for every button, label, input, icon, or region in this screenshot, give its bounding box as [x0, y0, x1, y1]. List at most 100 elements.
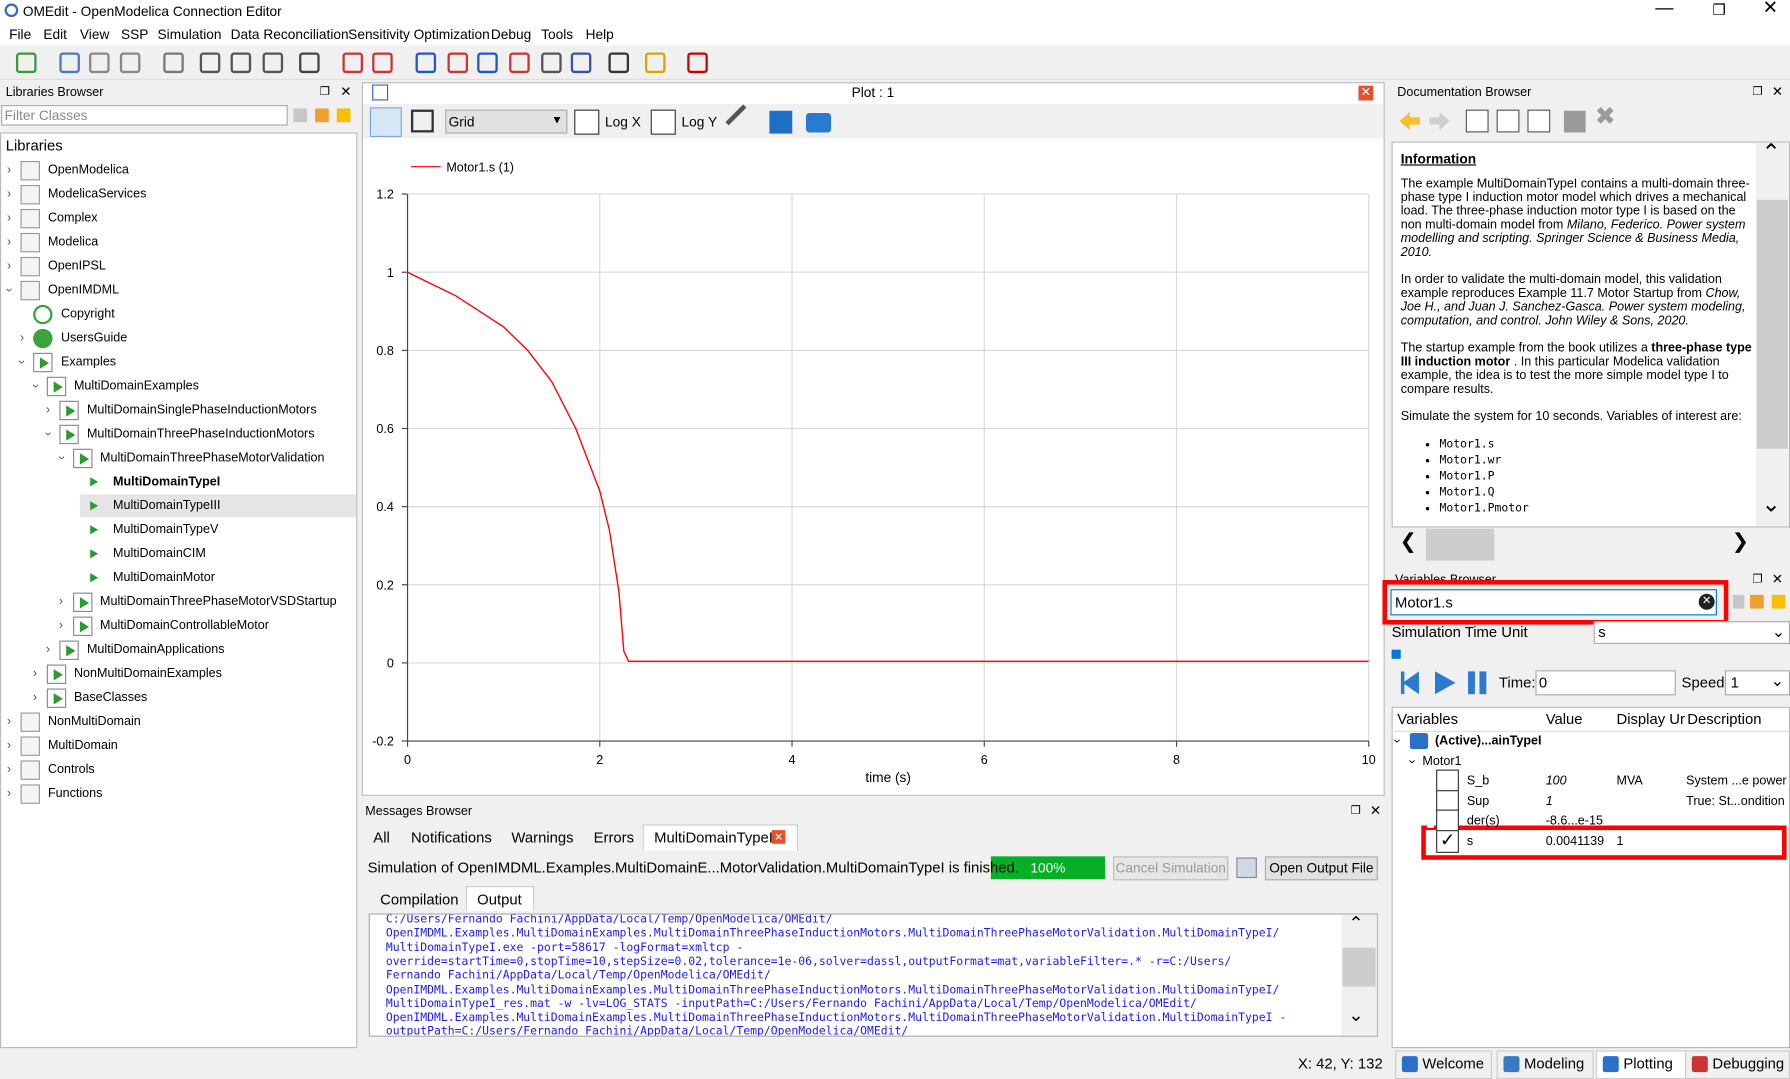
menu-item[interactable]: Help [585, 26, 614, 43]
toolbar-button[interactable] [15, 52, 37, 74]
expander[interactable]: › [6, 714, 12, 729]
save-button[interactable] [769, 110, 793, 134]
variable-value[interactable]: 0.0041139 [1545, 834, 1605, 849]
tree-item[interactable]: MultiDomainThreePhaseInductionMotors [86, 427, 315, 441]
print-button[interactable] [805, 113, 832, 133]
message-tab[interactable]: Errors [593, 828, 635, 847]
sort-button[interactable] [315, 108, 329, 123]
toolbar-button[interactable] [372, 52, 393, 74]
scroll-up[interactable]: ⌃ [1761, 140, 1781, 166]
menu-item[interactable]: View [79, 26, 110, 43]
expander[interactable]: › [1390, 738, 1404, 744]
info-button[interactable] [1465, 109, 1489, 133]
log-y-checkbox[interactable] [650, 109, 676, 135]
pause-button[interactable] [1479, 671, 1487, 695]
tree-item[interactable]: OpenModelica [47, 163, 129, 177]
minimize-button[interactable]: — [1655, 0, 1674, 19]
fit-button[interactable] [369, 107, 402, 138]
time-unit-select[interactable] [1593, 621, 1790, 644]
header-button[interactable] [1527, 109, 1551, 133]
close-plot[interactable]: ✕ [1358, 85, 1374, 101]
open-output-button[interactable]: Open Output File [1264, 856, 1378, 881]
clear-search[interactable]: ✕ [1698, 593, 1715, 610]
menu-item[interactable]: Edit [43, 26, 67, 43]
toolbar-button[interactable] [608, 52, 630, 74]
expander[interactable]: › [6, 762, 12, 777]
tree-item[interactable]: Copyright [60, 307, 115, 321]
expander[interactable]: › [45, 403, 51, 417]
float-button[interactable]: ❐ [319, 85, 330, 99]
component[interactable]: Motor1 [1422, 754, 1462, 769]
expander[interactable]: › [6, 786, 12, 801]
scroll-down[interactable]: ⌄ [1348, 1005, 1364, 1026]
tree-item[interactable]: UsersGuide [60, 331, 128, 345]
expander[interactable]: › [58, 618, 64, 633]
doc-hscroll-thumb[interactable] [1425, 528, 1495, 561]
time-slider[interactable] [1391, 649, 1401, 659]
perspective-label[interactable]: Modeling [1524, 1055, 1585, 1073]
back-button[interactable] [1399, 111, 1421, 131]
toolbar-button[interactable] [163, 52, 184, 74]
tree-item[interactable]: MultiDomainApplications [86, 642, 225, 657]
expander[interactable]: › [54, 455, 68, 460]
toolbar-button[interactable] [477, 52, 498, 74]
expander[interactable]: › [32, 666, 38, 681]
menu-item[interactable]: SSP [121, 26, 149, 43]
menu-item[interactable]: Tools [541, 26, 574, 43]
expander[interactable]: › [6, 259, 12, 273]
variable-value[interactable]: -8.6...e-15 [1545, 814, 1603, 829]
perspective-label[interactable]: Plotting [1623, 1055, 1673, 1073]
expander[interactable]: › [45, 642, 51, 657]
close-panel[interactable]: ✕ [1369, 802, 1382, 819]
tree-item[interactable]: MultiDomainSinglePhaseInductionMotors [86, 403, 317, 417]
scroll-right[interactable]: ❯ [1731, 529, 1750, 553]
float-button[interactable]: ❐ [1752, 85, 1763, 99]
perspective-label[interactable]: Welcome [1422, 1055, 1485, 1073]
expander[interactable]: › [15, 359, 29, 365]
variable-name[interactable]: der(s) [1466, 814, 1500, 829]
tree-item[interactable]: BaseClasses [73, 690, 148, 705]
toolbar-button[interactable] [59, 52, 80, 74]
column-header[interactable]: Description [1687, 710, 1762, 728]
filter-option[interactable] [1732, 594, 1745, 609]
variable-value[interactable]: 1 [1545, 794, 1553, 809]
toolbar-button[interactable] [644, 52, 666, 74]
restore-button[interactable]: ❐ [1712, 1, 1726, 19]
expander[interactable]: › [6, 163, 12, 177]
tree-item[interactable]: MultiDomainTypeV [113, 522, 219, 537]
variable-name[interactable]: s [1466, 834, 1474, 849]
filter-input[interactable] [1, 105, 288, 126]
column-header[interactable]: Variables [1397, 710, 1459, 728]
expander[interactable]: › [19, 331, 25, 345]
scroll-up[interactable]: ⌃ [1348, 914, 1364, 934]
tree-item[interactable]: MultiDomainCIM [113, 546, 206, 561]
message-tab[interactable]: Warnings [511, 828, 574, 847]
toolbar-button[interactable] [570, 52, 592, 74]
tree-item[interactable]: ModelicaServices [47, 187, 147, 201]
expander[interactable]: › [58, 594, 64, 609]
menu-item[interactable]: File [9, 26, 32, 43]
toolbar-button[interactable] [342, 52, 364, 74]
toolbar-button[interactable] [230, 52, 252, 74]
message-tab[interactable]: MultiDomainTypeI [654, 828, 773, 847]
tree-item[interactable]: NonMultiDomain [47, 714, 141, 729]
float-button[interactable]: ❐ [1752, 573, 1763, 586]
toolbar-button[interactable] [299, 52, 320, 74]
collapse-button[interactable] [1771, 594, 1786, 609]
toolbar-button[interactable] [262, 52, 284, 74]
tree-item[interactable]: MultiDomainThreePhaseMotorVSDStartup [99, 594, 337, 609]
tree-item[interactable]: MultiDomain [47, 738, 118, 753]
close-panel[interactable]: ✕ [1771, 570, 1784, 587]
tree-item[interactable]: NonMultiDomainExamples [73, 666, 222, 681]
scroll-thumb[interactable] [1342, 947, 1376, 987]
close-button[interactable]: ✕ [1762, 0, 1778, 19]
tab-close[interactable]: ✕ [771, 830, 786, 844]
close-panel[interactable]: ✕ [1771, 83, 1784, 100]
pause-button[interactable] [1468, 671, 1475, 695]
column-header[interactable]: Value [1545, 710, 1583, 728]
expander[interactable]: › [6, 211, 12, 225]
sort-button[interactable] [1750, 594, 1764, 609]
scroll-left[interactable]: ❮ [1399, 529, 1417, 553]
expander[interactable]: › [6, 738, 12, 753]
grid-select[interactable] [445, 109, 568, 134]
